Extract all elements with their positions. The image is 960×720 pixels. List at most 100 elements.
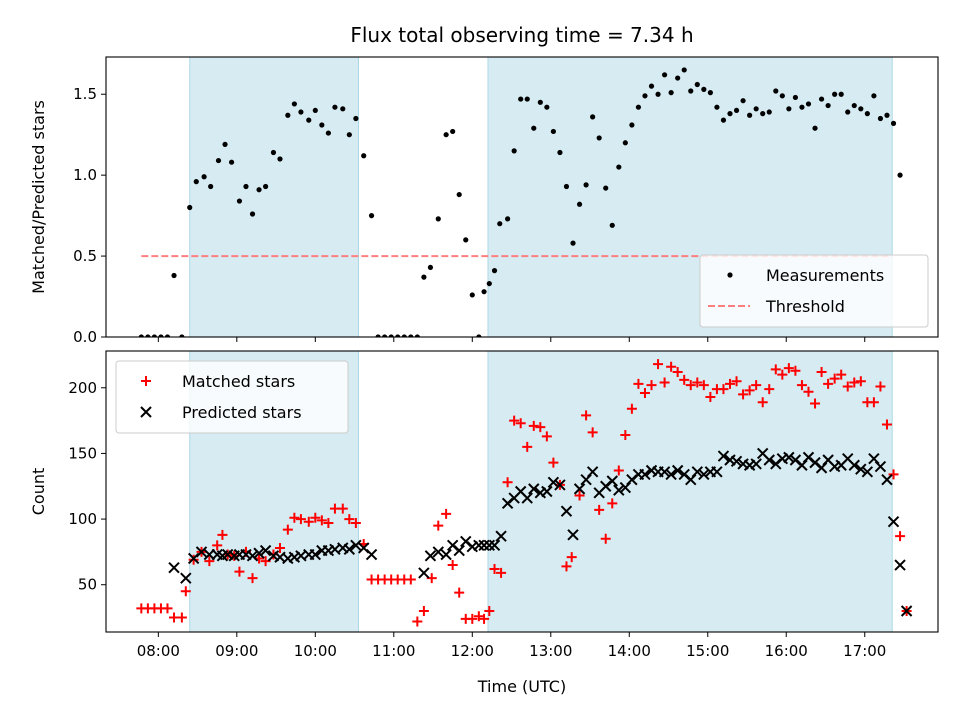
matched-stars-point — [626, 403, 637, 414]
measurement-point — [818, 96, 825, 102]
measurement-point — [603, 185, 609, 191]
measurement-point — [476, 334, 482, 337]
measurement-point — [753, 106, 759, 112]
measurement-point — [609, 222, 615, 228]
matched-stars-point — [337, 503, 348, 514]
measurement-point — [537, 99, 543, 105]
predicted-stars-point — [195, 546, 208, 558]
matched-stars-point — [515, 418, 526, 429]
predicted-stars-point — [874, 460, 887, 473]
measurement-point — [228, 159, 235, 165]
measurement-point — [890, 120, 897, 126]
matched-stars-point — [323, 518, 334, 529]
measurement-point — [648, 83, 655, 89]
measurement-point — [884, 112, 890, 118]
matched-stars-point — [467, 613, 478, 624]
matched-stars-point — [770, 364, 781, 375]
measurement-point — [291, 101, 297, 107]
matched-stars-point — [725, 378, 735, 389]
matched-stars-point — [692, 377, 703, 388]
matched-stars-point — [274, 542, 285, 553]
measurement-point — [622, 140, 628, 146]
matched-stars-point — [587, 427, 598, 438]
measurement-point — [450, 128, 456, 135]
measurement-point — [858, 106, 864, 112]
predicted-stars-point — [887, 515, 900, 528]
predicted-stars-point — [658, 466, 671, 478]
measurement-point — [481, 289, 487, 295]
predicted-stars-point — [665, 468, 677, 481]
matched-stars-point — [829, 373, 840, 384]
matched-stars-point — [836, 369, 847, 380]
legend-marker-measurements — [727, 272, 733, 278]
predicted-stars-point — [246, 550, 259, 562]
measurement-point — [773, 88, 779, 94]
matched-stars-point — [561, 561, 572, 572]
measurement-point — [312, 107, 318, 114]
predicted-stars-point — [730, 455, 743, 468]
x-tick-label: 11:00 — [372, 642, 415, 660]
measurement-point — [151, 334, 158, 337]
measurement-point — [443, 132, 449, 138]
measurement-point — [340, 106, 346, 112]
matched-stars-point — [679, 374, 690, 385]
matched-stars-point — [731, 376, 742, 387]
measurement-point — [435, 216, 441, 222]
measurement-point — [298, 109, 304, 115]
matched-stars-point — [666, 361, 677, 372]
measurement-point — [766, 109, 772, 115]
matched-stars-point — [790, 365, 801, 376]
matched-stars-point — [868, 397, 879, 408]
measurement-point — [361, 153, 367, 159]
predicted-stars-point — [573, 483, 586, 495]
matched-stars-point — [574, 490, 585, 501]
measurement-point — [720, 117, 727, 123]
legend: Matched stars Predicted stars — [115, 360, 349, 434]
legend-label: Predicted stars — [182, 403, 302, 422]
matched-stars-point — [620, 430, 631, 441]
matched-stars-point — [796, 380, 807, 391]
measurement-point — [505, 216, 511, 222]
predicted-stars-point — [365, 548, 378, 561]
predicted-stars-point — [343, 543, 356, 555]
x-tick-label: 16:00 — [765, 642, 808, 660]
measurement-point — [635, 104, 642, 110]
shaded-interval-2 — [487, 351, 893, 632]
matched-stars-point — [646, 380, 657, 391]
measurement-point — [688, 88, 694, 94]
measurement-point — [164, 334, 171, 337]
y-tick-label: 0.5 — [73, 247, 97, 265]
matched-stars-point — [454, 587, 465, 598]
measurement-point — [838, 91, 844, 97]
measurement-point — [733, 107, 740, 114]
measurement-point — [845, 109, 851, 115]
matched-stars-point — [881, 419, 892, 430]
matched-stars-point — [473, 611, 484, 622]
measurement-point — [243, 183, 249, 190]
measurement-point — [332, 104, 338, 110]
matched-stars-point — [895, 531, 906, 542]
measurement-point — [694, 81, 700, 88]
matched-stars-point — [405, 574, 416, 585]
measurement-point — [353, 115, 359, 122]
predicted-stars-point — [750, 458, 762, 470]
measurement-point — [779, 93, 785, 99]
matched-stars-point — [803, 386, 814, 397]
matched-stars-point — [757, 397, 768, 408]
y-tick-label: 200 — [68, 379, 97, 397]
measurement-point — [421, 274, 427, 280]
y-axis-label: Matched/Predicted stars — [29, 100, 48, 294]
predicted-stars-point — [309, 548, 322, 561]
predicted-stars-point — [848, 459, 860, 471]
measurement-point — [557, 149, 563, 156]
matched-stars-point — [204, 556, 215, 567]
measurement-point — [262, 183, 269, 190]
matched-stars-point — [888, 469, 899, 480]
matched-stars-point — [441, 508, 452, 519]
measurement-point — [138, 334, 144, 337]
y-axis-label: Count — [29, 468, 48, 516]
matched-stars-point — [522, 441, 533, 452]
x-tick-label: 17:00 — [843, 642, 886, 660]
matched-stars-point — [418, 605, 429, 616]
